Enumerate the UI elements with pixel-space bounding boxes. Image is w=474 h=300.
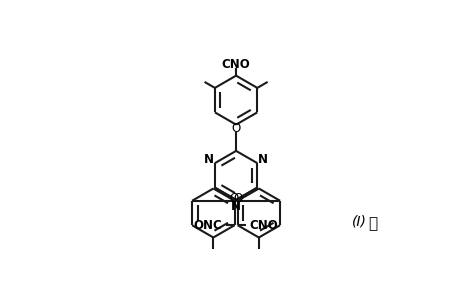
Text: 。: 。 <box>368 216 377 231</box>
Text: O: O <box>233 192 243 205</box>
Text: CNO: CNO <box>250 219 278 232</box>
Text: O: O <box>231 122 241 135</box>
Text: N: N <box>231 200 241 213</box>
Text: (I): (I) <box>352 215 367 229</box>
Text: O: O <box>230 192 239 205</box>
Text: ONC: ONC <box>194 219 223 232</box>
Text: N: N <box>204 153 214 167</box>
Text: N: N <box>258 153 268 167</box>
Text: CNO: CNO <box>222 58 250 71</box>
